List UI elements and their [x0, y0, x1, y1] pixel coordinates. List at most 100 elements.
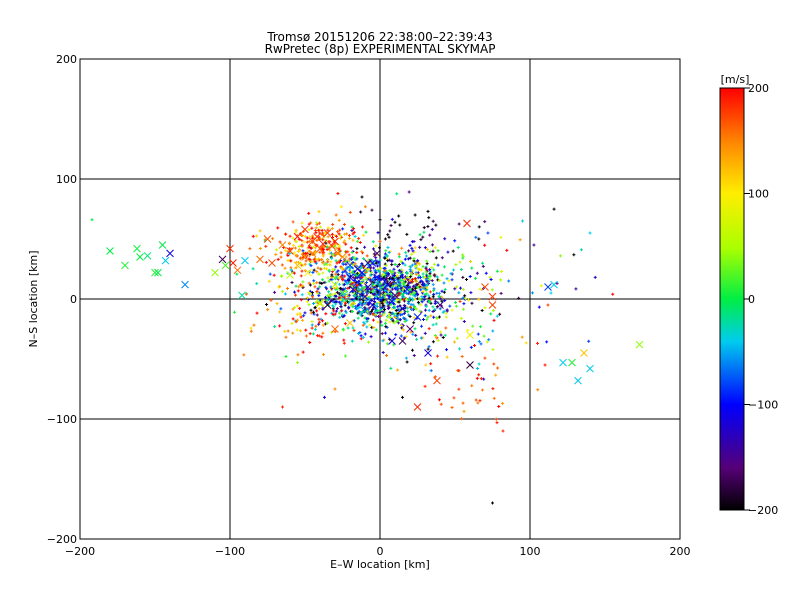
data-point [441, 335, 445, 339]
data-point [462, 320, 466, 324]
data-point [328, 252, 332, 256]
data-point [383, 292, 387, 296]
data-point [419, 336, 423, 340]
data-point [348, 210, 352, 214]
data-marker [301, 225, 309, 234]
data-point [518, 238, 522, 242]
data-point [373, 297, 377, 301]
data-point [374, 271, 378, 275]
data-point [322, 280, 326, 284]
data-point [431, 295, 435, 299]
data-marker [364, 259, 372, 267]
data-point [461, 275, 465, 279]
data-point [298, 306, 302, 310]
data-point [376, 309, 380, 313]
data-point [410, 290, 414, 294]
data-marker [331, 237, 339, 246]
data-marker [413, 403, 422, 411]
data-point [431, 249, 435, 253]
data-point [286, 329, 290, 333]
data-point [462, 302, 466, 306]
data-point [433, 301, 437, 305]
y-tick-label: −100 [47, 413, 77, 426]
data-point [374, 308, 378, 312]
data-marker [211, 268, 219, 277]
data-point [384, 331, 388, 335]
data-point [410, 348, 414, 352]
data-point [258, 247, 262, 251]
data-point [355, 297, 359, 301]
data-point [392, 321, 396, 325]
data-point [365, 309, 369, 313]
data-point [423, 331, 427, 335]
data-point [346, 286, 350, 290]
data-point [325, 263, 329, 267]
data-point [398, 318, 402, 322]
data-point [418, 297, 422, 301]
data-point [385, 254, 389, 258]
data-point [370, 208, 374, 212]
data-point [362, 233, 366, 237]
data-point [374, 244, 378, 248]
data-point [428, 299, 432, 303]
data-point [300, 234, 304, 238]
data-point [393, 263, 397, 267]
data-marker [133, 244, 141, 253]
data-point [360, 275, 364, 279]
colorbar-tick-label: −200 [748, 504, 778, 517]
data-point [344, 309, 348, 313]
data-point [315, 221, 319, 225]
data-point [337, 300, 341, 304]
data-point [367, 302, 371, 306]
data-point [400, 246, 404, 250]
data-point [385, 276, 389, 280]
data-point [276, 226, 280, 230]
data-point [374, 328, 378, 332]
data-point [398, 291, 402, 295]
data-point [298, 311, 302, 315]
data-point [480, 308, 484, 312]
data-point [382, 281, 386, 285]
data-point [398, 223, 402, 227]
data-point [344, 250, 348, 254]
data-point [484, 271, 488, 275]
data-point [324, 241, 328, 245]
data-point [337, 218, 341, 222]
x-tick-label: −100 [215, 545, 245, 558]
data-point [423, 275, 427, 279]
data-point [318, 221, 322, 225]
data-point [439, 333, 443, 337]
data-point [393, 220, 397, 224]
data-point [387, 235, 391, 239]
data-point [364, 299, 368, 303]
data-point [355, 307, 359, 311]
data-point [350, 298, 354, 302]
data-point [316, 291, 320, 295]
data-point [314, 226, 318, 230]
data-marker [433, 376, 441, 385]
data-point [420, 286, 424, 290]
data-point [426, 209, 430, 213]
data-point [366, 296, 370, 300]
data-point [491, 309, 495, 313]
data-points [90, 190, 644, 505]
data-point [293, 290, 297, 294]
data-point [451, 249, 455, 253]
x-axis-label: E–W location [km] [330, 558, 430, 571]
data-point [426, 315, 430, 319]
data-point [450, 405, 454, 409]
data-point [358, 290, 362, 294]
data-point [440, 273, 444, 277]
data-point [394, 333, 398, 337]
data-point [410, 246, 414, 250]
data-point [358, 300, 362, 304]
data-point [366, 268, 370, 272]
data-point [477, 373, 481, 377]
data-point [365, 281, 369, 285]
data-point [388, 229, 392, 233]
data-point [283, 266, 287, 270]
data-point [532, 243, 536, 247]
data-point [459, 286, 463, 290]
data-point [344, 301, 348, 305]
data-point [572, 253, 576, 257]
